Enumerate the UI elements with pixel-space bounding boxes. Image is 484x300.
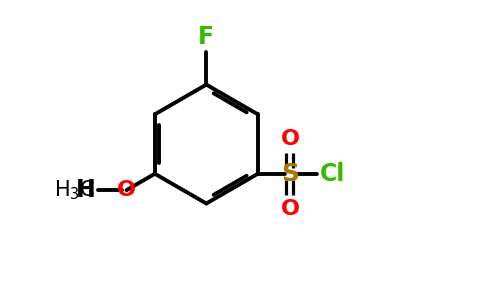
Text: Cl: Cl [319,162,345,186]
Text: O: O [280,199,300,219]
Text: S: S [281,162,299,186]
Text: O: O [117,180,136,200]
Text: F: F [198,25,214,49]
Text: O: O [280,128,300,148]
Text: H$_3$C: H$_3$C [54,178,95,202]
Text: H: H [76,178,95,202]
